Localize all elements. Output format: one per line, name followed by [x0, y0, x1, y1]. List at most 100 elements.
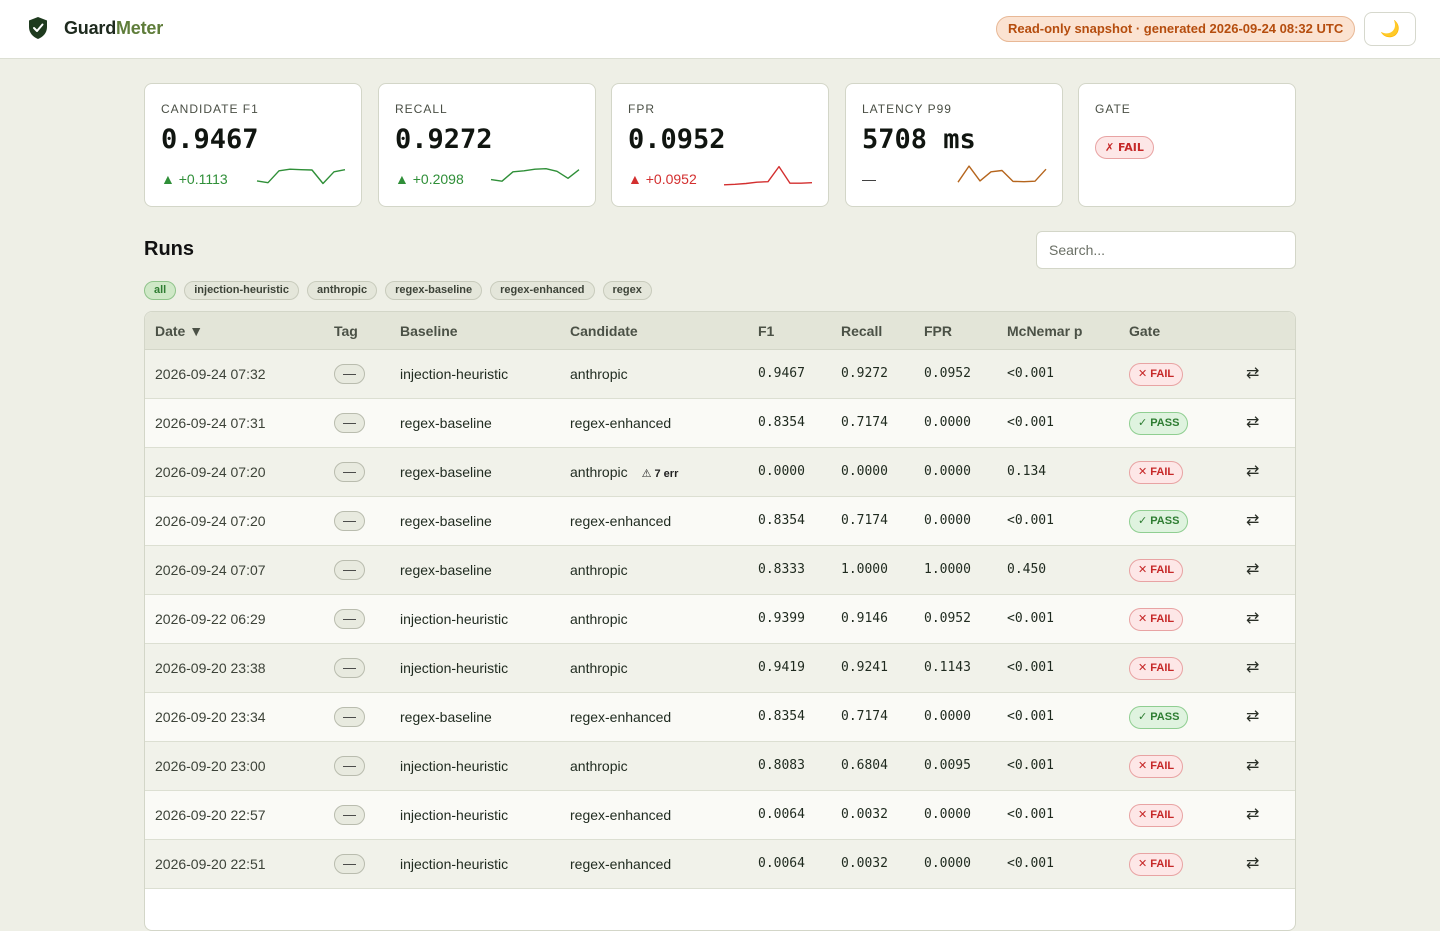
theme-toggle-button[interactable]: 🌙 [1364, 12, 1416, 46]
metric-card-candidate-f1: CANDIDATE F1 0.9467 ▲ +0.1113 [144, 83, 362, 207]
brand[interactable]: GuardMeter [28, 16, 163, 40]
cell-date: 2026-09-22 06:29 [155, 611, 266, 627]
filter-chip-anthropic[interactable]: anthropic [306, 281, 378, 300]
tag-pill[interactable]: — [334, 413, 365, 433]
filter-chip-regex-enhanced[interactable]: regex-enhanced [490, 281, 595, 300]
filter-chip-injection-heuristic[interactable]: injection-heuristic [184, 281, 299, 300]
candidate-name: regex-enhanced [570, 415, 672, 431]
column-header-recall[interactable]: Recall [841, 323, 883, 339]
tag-pill[interactable]: — [334, 658, 365, 678]
column-header-fpr[interactable]: FPR [924, 323, 952, 339]
cell-baseline: regex-baseline [400, 513, 492, 529]
sparkline [723, 165, 813, 186]
cell-fpr: 0.0000 [924, 856, 971, 871]
tag-pill[interactable]: — [334, 805, 365, 825]
compare-swap-icon[interactable]: ⇄ [1246, 365, 1260, 382]
filter-chip-regex-baseline[interactable]: regex-baseline [385, 281, 483, 300]
cell-f1: 0.0064 [758, 856, 805, 871]
tag-pill[interactable]: — [334, 756, 365, 776]
compare-swap-icon[interactable]: ⇄ [1246, 463, 1260, 480]
cell-baseline: injection-heuristic [400, 758, 509, 774]
column-header-date[interactable]: Date ▼ [155, 323, 204, 339]
cell-fpr: 0.0095 [924, 758, 971, 773]
cell-candidate: anthropic [570, 644, 628, 692]
cell-fpr: 0.0000 [924, 709, 971, 724]
metric-card-fpr: FPR 0.0952 ▲ +0.0952 [611, 83, 829, 207]
filter-chip-all[interactable]: all [144, 281, 177, 300]
cell-recall: 0.9241 [841, 660, 888, 675]
cell-f1: 0.8083 [758, 758, 805, 773]
cell-baseline: regex-baseline [400, 709, 492, 725]
tag-pill[interactable]: — [334, 364, 365, 384]
sparkline-series [723, 165, 813, 186]
cell-baseline: regex-baseline [400, 464, 492, 480]
compare-swap-icon[interactable]: ⇄ [1246, 659, 1260, 676]
tag-pill[interactable]: — [334, 854, 365, 874]
sparkline-series [490, 167, 580, 182]
search-input[interactable] [1036, 231, 1296, 269]
cell-date: 2026-09-20 22:51 [155, 856, 266, 872]
table-row[interactable]: 2026-09-24 07:32 — injection-heuristic anth… [145, 350, 1295, 399]
column-header-baseline[interactable]: Baseline [400, 323, 458, 339]
cell-mcnemar-p: <0.001 [1007, 758, 1054, 773]
cell-recall: 0.9272 [841, 366, 888, 381]
compare-swap-icon[interactable]: ⇄ [1246, 561, 1260, 578]
cell-mcnemar-p: <0.001 [1007, 709, 1054, 724]
gate-badge: ✕ FAIL [1129, 755, 1184, 778]
table-row[interactable]: 2026-09-20 23:00 — injection-heuristic anth… [145, 742, 1295, 791]
compare-swap-icon[interactable]: ⇄ [1246, 806, 1260, 823]
card-value: 5708 ms [862, 124, 976, 155]
compare-swap-icon[interactable]: ⇄ [1246, 708, 1260, 725]
gate-badge: ✕ FAIL [1129, 853, 1184, 876]
tag-pill[interactable]: — [334, 609, 365, 629]
table-row[interactable]: 2026-09-20 22:51 — injection-heuristic rege… [145, 840, 1295, 889]
cell-mcnemar-p: 0.134 [1007, 464, 1047, 479]
table-row[interactable]: 2026-09-20 23:38 — injection-heuristic anth… [145, 644, 1295, 693]
compare-swap-icon[interactable]: ⇄ [1246, 512, 1260, 529]
runs-title: Runs [144, 238, 194, 260]
cell-f1: 0.0064 [758, 807, 805, 822]
sparkline [957, 165, 1047, 183]
table-row[interactable]: 2026-09-24 07:07 — regex-baseline anthropic… [145, 546, 1295, 595]
sparkline [490, 167, 580, 182]
compare-swap-icon[interactable]: ⇄ [1246, 855, 1260, 872]
cell-date: 2026-09-20 23:38 [155, 660, 266, 676]
tag-pill[interactable]: — [334, 707, 365, 727]
compare-swap-icon[interactable]: ⇄ [1246, 610, 1260, 627]
candidate-name: anthropic [570, 660, 628, 676]
tag-pill[interactable]: — [334, 511, 365, 531]
app-name-accent: Meter [116, 17, 164, 38]
gate-badge: ✕ FAIL [1129, 559, 1184, 582]
table-row[interactable]: 2026-09-22 06:29 — injection-heuristic anth… [145, 595, 1295, 644]
tag-pill[interactable]: — [334, 462, 365, 482]
cell-f1: 0.9467 [758, 366, 805, 381]
table-row[interactable]: 2026-09-24 07:20 — regex-baseline anthropic… [145, 448, 1295, 497]
gate-badge: ✓ PASS [1129, 510, 1189, 533]
table-row[interactable]: 2026-09-20 23:34 — regex-baseline regex-enh… [145, 693, 1295, 742]
cell-candidate: anthropic [570, 350, 628, 398]
cell-recall: 0.9146 [841, 611, 888, 626]
column-header-gate[interactable]: Gate [1129, 323, 1161, 339]
table-row[interactable]: 2026-09-24 07:20 — regex-baseline regex-enh… [145, 497, 1295, 546]
table-row[interactable]: 2026-09-24 07:31 — regex-baseline regex-enh… [145, 399, 1295, 448]
filter-chip-regex[interactable]: regex [602, 281, 652, 300]
column-header-f1[interactable]: F1 [758, 323, 775, 339]
column-header-candidate[interactable]: Candidate [570, 323, 638, 339]
compare-swap-icon[interactable]: ⇄ [1246, 757, 1260, 774]
gate-badge: ✕ FAIL [1129, 608, 1184, 631]
gate-badge: ✓ PASS [1129, 412, 1189, 435]
cell-fpr: 0.0000 [924, 807, 971, 822]
cell-candidate: regex-enhanced [570, 791, 671, 839]
cell-fpr: 1.0000 [924, 562, 971, 577]
cell-baseline: injection-heuristic [400, 366, 509, 382]
compare-swap-icon[interactable]: ⇄ [1246, 414, 1260, 431]
moon-icon: 🌙 [1380, 21, 1400, 38]
cell-candidate: regex-enhanced [570, 693, 671, 741]
tag-pill[interactable]: — [334, 560, 365, 580]
column-header-tag[interactable]: Tag [334, 323, 358, 339]
column-header-mcnemar[interactable]: McNemar p [1007, 323, 1083, 339]
filter-chips: all injection-heuristic anthropic regex-bas… [144, 281, 652, 300]
cell-fpr: 0.1143 [924, 660, 971, 675]
table-row[interactable]: 2026-09-20 22:57 — injection-heuristic rege… [145, 791, 1295, 840]
cell-mcnemar-p: <0.001 [1007, 611, 1054, 626]
